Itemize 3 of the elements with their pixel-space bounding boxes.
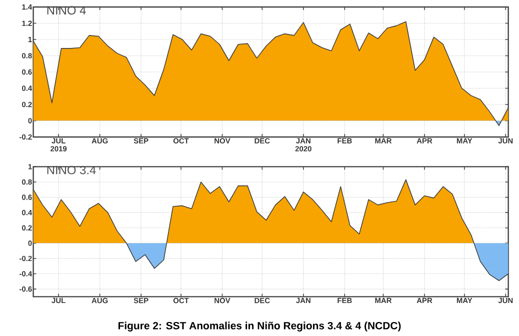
- chart-title: NINO 4: [47, 6, 86, 15]
- chart-title: NINO 3.4: [47, 166, 96, 174]
- caption: Figure 2: SST Anomalies in Niño Regions 3.4 & 4 (NCDC): [118, 322, 401, 332]
